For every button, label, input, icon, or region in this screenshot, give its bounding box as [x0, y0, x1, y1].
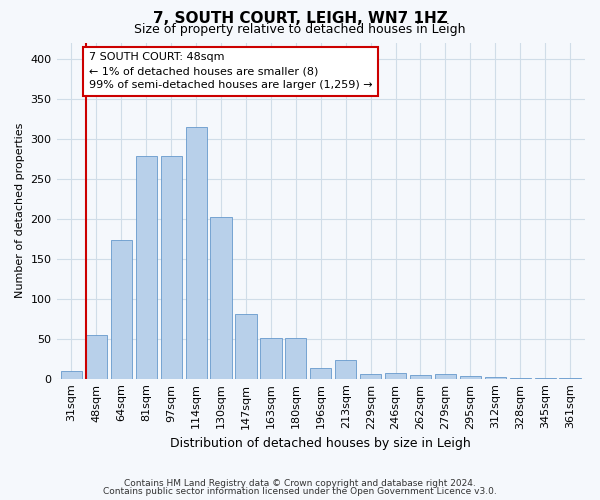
Bar	[260, 338, 281, 378]
Bar	[86, 334, 107, 378]
Text: 7, SOUTH COURT, LEIGH, WN7 1HZ: 7, SOUTH COURT, LEIGH, WN7 1HZ	[152, 11, 448, 26]
Bar	[285, 338, 307, 378]
Text: Size of property relative to detached houses in Leigh: Size of property relative to detached ho…	[134, 22, 466, 36]
Text: 7 SOUTH COURT: 48sqm
← 1% of detached houses are smaller (8)
99% of semi-detache: 7 SOUTH COURT: 48sqm ← 1% of detached ho…	[89, 52, 373, 90]
X-axis label: Distribution of detached houses by size in Leigh: Distribution of detached houses by size …	[170, 437, 471, 450]
Bar	[485, 377, 506, 378]
Bar	[185, 128, 207, 378]
Bar	[335, 360, 356, 378]
Bar	[111, 240, 132, 378]
Bar	[360, 374, 381, 378]
Bar	[410, 376, 431, 378]
Y-axis label: Number of detached properties: Number of detached properties	[15, 123, 25, 298]
Text: Contains HM Land Registry data © Crown copyright and database right 2024.: Contains HM Land Registry data © Crown c…	[124, 478, 476, 488]
Bar	[435, 374, 456, 378]
Bar	[61, 370, 82, 378]
Bar	[136, 156, 157, 378]
Bar	[310, 368, 331, 378]
Bar	[385, 373, 406, 378]
Bar	[161, 156, 182, 378]
Bar	[235, 314, 257, 378]
Text: Contains public sector information licensed under the Open Government Licence v3: Contains public sector information licen…	[103, 487, 497, 496]
Bar	[460, 376, 481, 378]
Bar	[211, 217, 232, 378]
